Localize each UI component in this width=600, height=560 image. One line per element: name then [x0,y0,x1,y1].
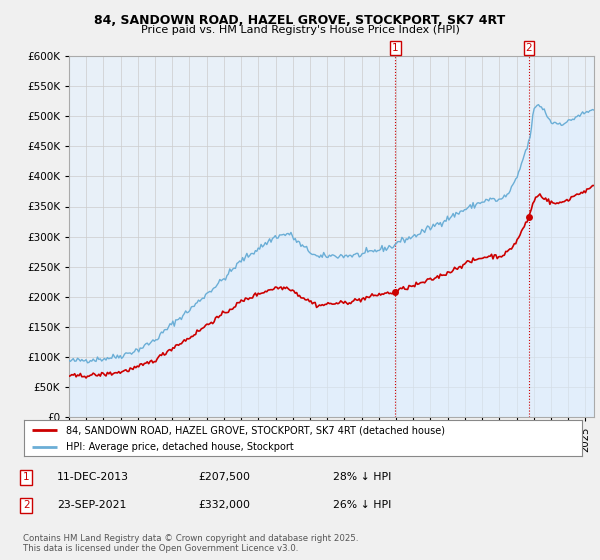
Text: 1: 1 [23,472,29,482]
Text: Price paid vs. HM Land Registry's House Price Index (HPI): Price paid vs. HM Land Registry's House … [140,25,460,35]
Text: 84, SANDOWN ROAD, HAZEL GROVE, STOCKPORT, SK7 4RT: 84, SANDOWN ROAD, HAZEL GROVE, STOCKPORT… [94,14,506,27]
Text: 28% ↓ HPI: 28% ↓ HPI [333,472,391,482]
Text: 2: 2 [23,500,29,510]
Text: 84, SANDOWN ROAD, HAZEL GROVE, STOCKPORT, SK7 4RT (detached house): 84, SANDOWN ROAD, HAZEL GROVE, STOCKPORT… [66,425,445,435]
Text: £207,500: £207,500 [198,472,250,482]
Text: 23-SEP-2021: 23-SEP-2021 [57,500,127,510]
Text: 1: 1 [392,43,398,53]
Text: Contains HM Land Registry data © Crown copyright and database right 2025.
This d: Contains HM Land Registry data © Crown c… [23,534,358,553]
Text: 26% ↓ HPI: 26% ↓ HPI [333,500,391,510]
Text: £332,000: £332,000 [198,500,250,510]
Text: HPI: Average price, detached house, Stockport: HPI: Average price, detached house, Stoc… [66,442,293,452]
Text: 2: 2 [526,43,532,53]
Text: 11-DEC-2013: 11-DEC-2013 [57,472,129,482]
